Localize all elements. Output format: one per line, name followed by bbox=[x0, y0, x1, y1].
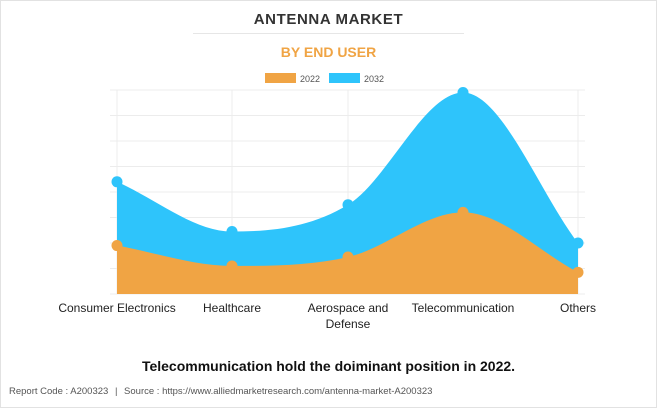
point-2022-1 bbox=[111, 240, 123, 252]
point-2032-2 bbox=[226, 226, 238, 238]
report-source-line: Report Code : A200323 | Source : https:/… bbox=[9, 386, 432, 397]
point-2032-1 bbox=[111, 176, 123, 188]
legend-label-2022: 2022 bbox=[300, 74, 320, 84]
chart-title: ANTENNA MARKET bbox=[253, 11, 404, 28]
legend-label-2032: 2032 bbox=[364, 74, 384, 84]
legend-swatch-2022 bbox=[265, 73, 296, 83]
point-2022-2 bbox=[226, 260, 238, 272]
point-2022-5 bbox=[572, 266, 584, 278]
source-link[interactable]: Source : https://www.alliedmarketresearc… bbox=[124, 386, 433, 397]
point-2022-4 bbox=[457, 206, 469, 218]
x-tick-label-4: Telecommunication bbox=[412, 301, 515, 315]
report-separator: | bbox=[114, 386, 118, 397]
point-2032-4 bbox=[457, 87, 469, 99]
title-divider bbox=[193, 33, 464, 34]
x-tick-label-5: Others bbox=[560, 301, 596, 315]
x-tick-label-1: Consumer Electronics bbox=[58, 301, 175, 315]
x-axis: Consumer Electronics Healthcare Aerospace … bbox=[58, 301, 596, 331]
area-series-2022 bbox=[117, 212, 578, 294]
report-code: Report Code : A200323 bbox=[9, 386, 109, 397]
point-2032-5 bbox=[572, 237, 584, 249]
x-tick-label-2: Healthcare bbox=[203, 301, 261, 315]
legend: 2022 2032 bbox=[265, 73, 384, 84]
point-2022-3 bbox=[342, 251, 354, 263]
data-points bbox=[111, 87, 584, 278]
chart-subtitle: BY END USER bbox=[280, 44, 377, 60]
chart-footnote: Telecommunication hold the doiminant pos… bbox=[141, 358, 516, 374]
legend-swatch-2032 bbox=[329, 73, 360, 83]
x-tick-label-3: Aerospace and Defense bbox=[308, 301, 389, 331]
area-series bbox=[117, 92, 578, 294]
point-2032-3 bbox=[342, 199, 354, 211]
